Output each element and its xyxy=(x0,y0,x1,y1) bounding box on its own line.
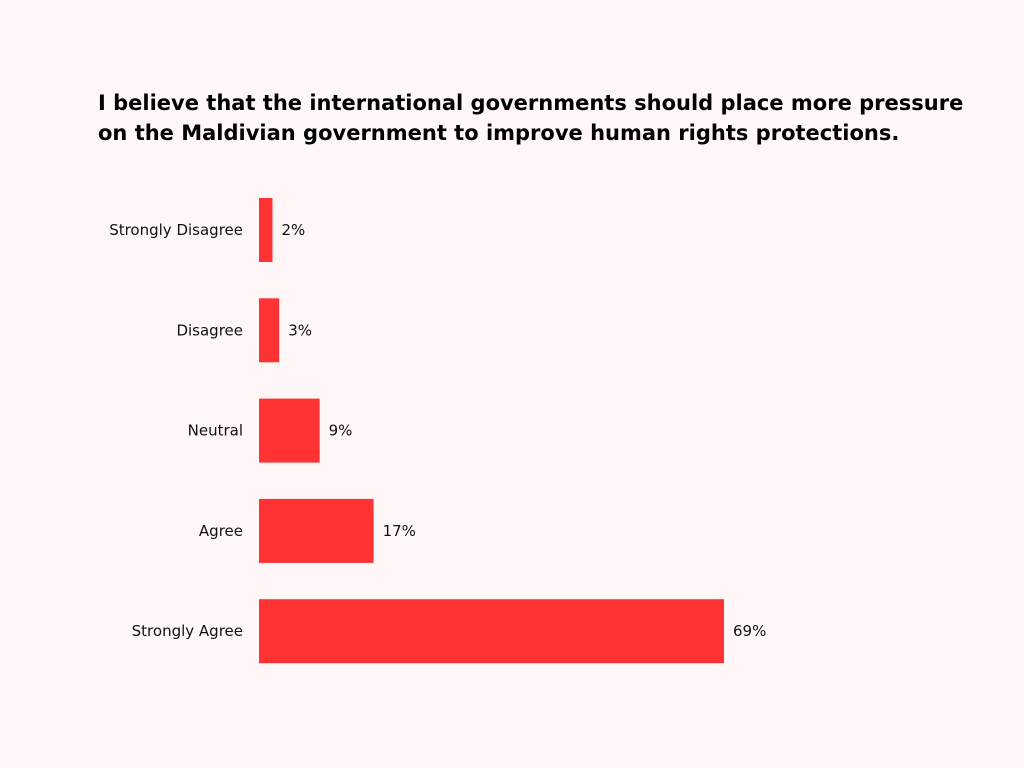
value-label: 69% xyxy=(733,622,766,640)
value-label: 17% xyxy=(383,522,416,540)
bar-disagree xyxy=(259,298,280,363)
category-label: Agree xyxy=(199,522,243,540)
value-label: 9% xyxy=(329,422,353,440)
bar-neutral xyxy=(259,398,320,463)
value-label: 3% xyxy=(288,321,312,339)
category-label: Disagree xyxy=(176,321,243,339)
bar-strongly-agree xyxy=(259,599,724,664)
category-label: Neutral xyxy=(188,422,243,440)
category-label: Strongly Agree xyxy=(132,622,243,640)
bar-strongly-disagree xyxy=(259,198,273,262)
category-label: Strongly Disagree xyxy=(109,221,243,239)
value-label: 2% xyxy=(281,221,305,239)
chart-title: I believe that the international governm… xyxy=(98,91,964,145)
bar-agree xyxy=(259,498,374,563)
